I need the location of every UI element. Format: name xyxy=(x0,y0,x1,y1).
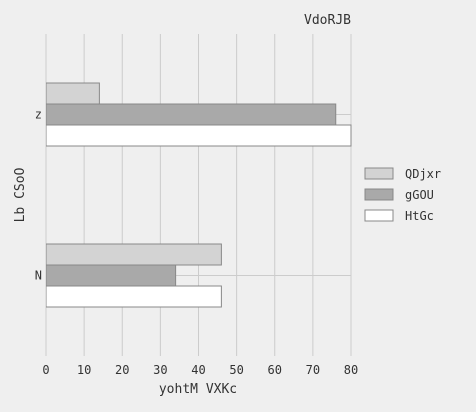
bar-gGOU-z xyxy=(46,103,337,126)
bar-HtGc-z xyxy=(46,124,352,147)
x-tick-label: 40 xyxy=(191,363,205,377)
legend-label-HtGc: HtGc xyxy=(405,209,434,223)
axis-ticks: 0 10 20 30 40 50 60 70 80 z N xyxy=(35,108,358,378)
y-tick-label: z xyxy=(35,108,42,122)
bar-gGOU-N xyxy=(46,264,177,287)
x-tick-label: 20 xyxy=(115,363,129,377)
legend-swatch-HtGc xyxy=(364,209,394,222)
bar-QDjxr-N xyxy=(46,243,222,266)
legend-swatch-QDjxr xyxy=(364,167,394,180)
y-tick-label: N xyxy=(35,269,42,283)
x-tick-label: 60 xyxy=(268,363,282,377)
legend: QDjxr gGOU HtGc xyxy=(364,167,441,223)
x-tick-label: 10 xyxy=(77,363,91,377)
legend-label-QDjxr: QDjxr xyxy=(405,167,441,181)
bar-HtGc-N xyxy=(46,285,222,308)
x-tick-label: 70 xyxy=(306,363,320,377)
y-axis-label: Lb CSoO xyxy=(13,167,28,222)
x-tick-label: 0 xyxy=(42,363,49,377)
chart-title: VdoRJB xyxy=(304,13,351,28)
x-tick-label: 30 xyxy=(153,363,167,377)
bar-QDjxr-z xyxy=(46,82,100,105)
legend-label-gGOU: gGOU xyxy=(405,188,434,202)
x-tick-label: 50 xyxy=(229,363,243,377)
bars xyxy=(46,82,352,308)
x-axis-label: yohtM VXKc xyxy=(159,382,237,397)
legend-swatch-gGOU xyxy=(364,188,394,201)
x-tick-label: 80 xyxy=(344,363,358,377)
